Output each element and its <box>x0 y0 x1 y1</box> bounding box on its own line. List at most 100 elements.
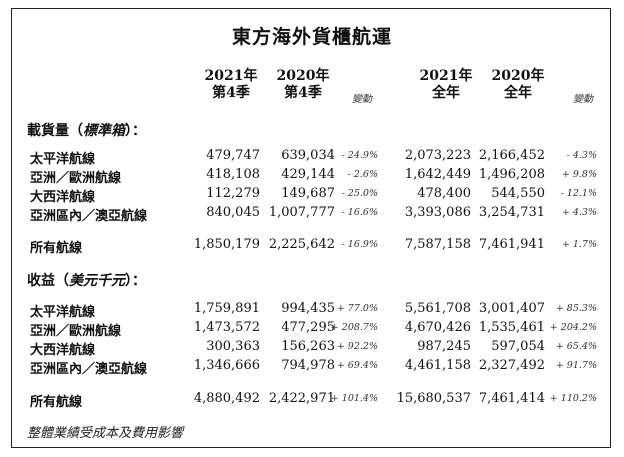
value-fychg: + 91.7% <box>555 360 597 371</box>
value-fy2021: 2,073,223 <box>404 148 471 163</box>
route-name: 太平洋航線 <box>30 305 96 320</box>
value-fy2021: 4,670,426 <box>404 320 471 335</box>
value-q2020: 156,263 <box>281 339 335 354</box>
value-q2021: 4,880,492 <box>193 391 260 406</box>
value-fy2020: 7,461,941 <box>478 237 545 252</box>
value-qchg: - 16.9% <box>341 239 378 250</box>
table-row: 亞洲區內／澳亞航線 1,346,666 794,978 + 69.4% 4,46… <box>0 358 624 377</box>
header-2020-fy: 2020年 全年 <box>487 68 549 102</box>
table-row: 亞洲區內／澳亞航線 840,045 1,007,777 - 16.6% 3,39… <box>0 205 624 224</box>
total-row: 所有航線 4,880,492 2,422,971 + 101.4% 15,680… <box>0 391 624 410</box>
header-2020-fy-year: 2020年 <box>491 68 545 84</box>
value-fy2020: 597,054 <box>491 339 545 354</box>
header-q-change: 變動 <box>352 94 372 105</box>
value-fy2021: 15,680,537 <box>396 391 471 406</box>
value-fy2020: 1,496,208 <box>478 167 545 182</box>
route-name: 亞洲／歐洲航線 <box>30 324 122 339</box>
value-fy2020: 3,254,731 <box>478 205 545 220</box>
table-row: 太平洋航線 479,747 639,034 - 24.9% 2,073,223 … <box>0 148 624 167</box>
route-name: 太平洋航線 <box>30 152 96 167</box>
value-qchg: - 2.6% <box>347 169 378 180</box>
value-qchg: - 16.6% <box>341 207 378 218</box>
value-q2020: 477,295 <box>281 320 335 335</box>
value-q2021: 1,759,891 <box>193 301 260 316</box>
revenue-section-unit: 美元千元 <box>69 273 125 289</box>
value-fy2021: 5,561,708 <box>404 301 471 316</box>
volume-section-label-end: ）： <box>125 123 146 139</box>
header-2021-fy: 2021年 全年 <box>415 68 477 102</box>
value-fychg: + 4.3% <box>561 207 597 218</box>
value-q2021: 1,346,666 <box>193 358 260 373</box>
header-2021-q4-period: 第4季 <box>212 85 250 101</box>
value-fy2020: 2,166,452 <box>478 148 545 163</box>
value-q2021: 300,363 <box>206 339 260 354</box>
value-fy2020: 1,535,461 <box>478 320 545 335</box>
route-name: 亞洲／歐洲航線 <box>30 171 122 186</box>
value-fy2021: 7,587,158 <box>404 237 471 252</box>
value-qchg: + 69.4% <box>336 360 378 371</box>
route-name: 所有航線 <box>30 395 83 410</box>
value-qchg: + 101.4% <box>330 393 378 404</box>
value-fychg: + 204.2% <box>549 322 597 333</box>
header-2021-fy-year: 2021年 <box>419 68 473 84</box>
header-2020-q4-period: 第4季 <box>284 85 322 101</box>
route-name: 亞洲區內／澳亞航線 <box>30 209 148 224</box>
value-qchg: - 25.0% <box>341 188 378 199</box>
route-name: 大西洋航線 <box>30 190 96 205</box>
value-fy2021: 4,461,158 <box>404 358 471 373</box>
value-q2020: 149,687 <box>281 186 335 201</box>
value-q2021: 1,473,572 <box>193 320 260 335</box>
value-fychg: - 4.3% <box>566 150 597 161</box>
table-row: 大西洋航線 112,279 149,687 - 25.0% 478,400 54… <box>0 186 624 205</box>
value-q2021: 418,108 <box>206 167 260 182</box>
value-fy2021: 1,642,449 <box>404 167 471 182</box>
value-fy2021: 478,400 <box>417 186 471 201</box>
header-2020-q4: 2020年 第4季 <box>272 68 334 102</box>
value-fy2021: 3,393,086 <box>404 205 471 220</box>
volume-section-title: 載貨量（標準箱）： <box>27 120 146 140</box>
revenue-section-title: 收益（美元千元）： <box>27 270 146 290</box>
header-fy-change: 變動 <box>573 94 593 105</box>
value-q2020: 429,144 <box>281 167 335 182</box>
route-name: 所有航線 <box>30 241 83 256</box>
value-fy2020: 2,327,492 <box>478 358 545 373</box>
route-name: 亞洲區內／澳亞航線 <box>30 362 148 377</box>
value-q2020: 1,007,777 <box>268 205 335 220</box>
footnote: 整體業績受成本及費用影響 <box>27 426 184 441</box>
header-2020-q4-year: 2020年 <box>276 68 330 84</box>
table-row: 太平洋航線 1,759,891 994,435 + 77.0% 5,561,70… <box>0 301 624 320</box>
value-fychg: + 9.8% <box>561 169 597 180</box>
total-row: 所有航線 1,850,179 2,225,642 - 16.9% 7,587,1… <box>0 237 624 256</box>
value-q2021: 840,045 <box>206 205 260 220</box>
value-qchg: + 77.0% <box>336 303 378 314</box>
header-2021-fy-period: 全年 <box>432 85 460 101</box>
value-fychg: + 110.2% <box>549 393 597 404</box>
value-q2021: 1,850,179 <box>193 237 260 252</box>
value-qchg: - 24.9% <box>341 150 378 161</box>
value-q2021: 479,747 <box>206 148 260 163</box>
value-q2020: 2,225,642 <box>268 237 335 252</box>
table-row: 亞洲／歐洲航線 418,108 429,144 - 2.6% 1,642,449… <box>0 167 624 186</box>
header-2021-q4: 2021年 第4季 <box>200 68 262 102</box>
route-name: 大西洋航線 <box>30 343 96 358</box>
value-fy2020: 544,550 <box>491 186 545 201</box>
page-title: 東方海外貨櫃航運 <box>231 26 392 48</box>
table-frame <box>11 8 611 448</box>
value-qchg: + 92.2% <box>336 341 378 352</box>
header-2020-fy-period: 全年 <box>504 85 532 101</box>
value-fychg: - 12.1% <box>560 188 597 199</box>
value-fy2020: 3,001,407 <box>478 301 545 316</box>
value-q2020: 2,422,971 <box>268 391 335 406</box>
value-q2021: 112,279 <box>206 186 260 201</box>
revenue-section-label: 收益（ <box>27 273 69 289</box>
table-row: 大西洋航線 300,363 156,263 + 92.2% 987,245 59… <box>0 339 624 358</box>
value-fy2020: 7,461,414 <box>478 391 545 406</box>
table-row: 亞洲／歐洲航線 1,473,572 477,295 + 208.7% 4,670… <box>0 320 624 339</box>
revenue-section-label-end: ）： <box>125 273 146 289</box>
volume-section-label: 載貨量（ <box>27 123 83 139</box>
header-2021-q4-year: 2021年 <box>204 68 258 84</box>
value-q2020: 794,978 <box>281 358 335 373</box>
value-qchg: + 208.7% <box>330 322 378 333</box>
value-q2020: 994,435 <box>281 301 335 316</box>
value-fy2021: 987,245 <box>417 339 471 354</box>
